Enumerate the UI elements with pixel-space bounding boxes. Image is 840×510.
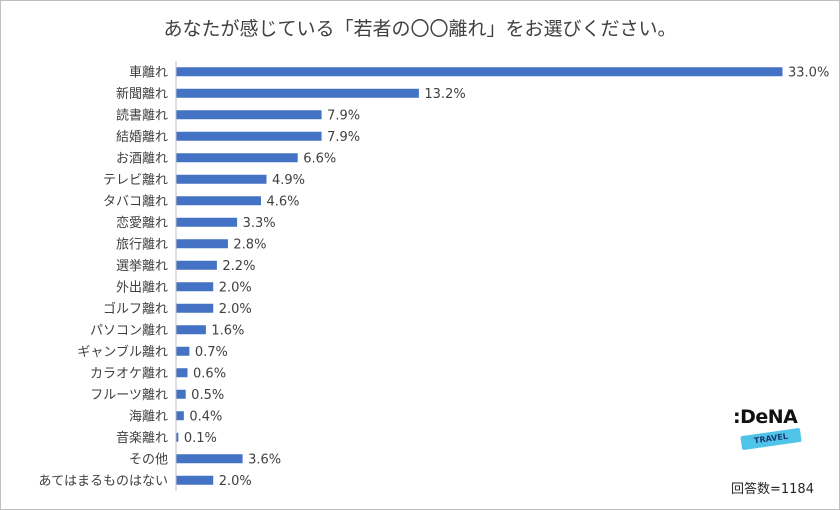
logo-band: TRAVEL [740, 427, 802, 451]
category-label: ギャンブル離れ [77, 344, 168, 360]
category-label: 新聞離れ [116, 86, 168, 102]
category-label: タバコ離れ [103, 194, 168, 209]
data-label: 0.1% [184, 431, 217, 446]
category-label: パソコン離れ [90, 323, 168, 338]
bar [176, 282, 214, 292]
data-label: 7.9% [327, 130, 360, 145]
data-label: 4.6% [266, 194, 299, 209]
data-label: 0.5% [191, 388, 224, 403]
category-label: その他 [129, 452, 168, 467]
bar [176, 454, 243, 464]
bar [176, 153, 298, 163]
bar [176, 196, 261, 206]
bar [176, 346, 190, 356]
category-label: 海離れ [129, 409, 168, 424]
data-label: 2.0% [219, 474, 252, 489]
dena-travel-logo: :DeNA TRAVEL [733, 406, 805, 454]
bar [176, 411, 184, 421]
bar [176, 325, 206, 335]
bar [176, 368, 188, 378]
bar [176, 217, 238, 227]
bar [176, 389, 186, 399]
bar [176, 67, 783, 77]
bar [176, 174, 267, 184]
category-label: あてはまるものはない [39, 474, 168, 489]
bar [176, 131, 322, 141]
data-label: 1.6% [211, 323, 244, 338]
category-label: フルーツ離れ [90, 388, 168, 403]
data-label: 13.2% [424, 87, 465, 102]
category-label: 読書離れ [116, 107, 168, 123]
category-label: 外出離れ [116, 280, 168, 295]
logo-brand-text: :DeNA [733, 406, 798, 428]
category-label: 選挙離れ [116, 259, 168, 274]
data-label: 2.8% [233, 237, 266, 252]
data-label: 4.9% [272, 173, 305, 188]
category-label: カラオケ離れ [90, 366, 168, 381]
data-label: 0.6% [193, 366, 226, 381]
category-label: ゴルフ離れ [103, 301, 168, 317]
data-label: 2.2% [222, 259, 255, 274]
bar [176, 260, 217, 270]
data-label: 0.7% [195, 345, 228, 360]
category-label: 車離れ [129, 65, 168, 80]
bar [176, 88, 419, 98]
bar [176, 303, 214, 313]
response-count-note: 回答数=1184 [731, 482, 814, 497]
data-label: 7.9% [327, 108, 360, 123]
bar [176, 432, 179, 442]
category-label: 音楽離れ [116, 430, 168, 446]
category-label: テレビ離れ [103, 173, 168, 188]
data-label: 33.0% [788, 65, 829, 80]
data-label: 3.6% [248, 452, 281, 467]
category-label: お酒離れ [116, 151, 168, 166]
bar [176, 110, 322, 120]
category-label: 結婚離れ [116, 130, 168, 145]
category-label: 旅行離れ [116, 237, 168, 252]
bar [176, 475, 214, 485]
data-label: 6.6% [303, 151, 336, 166]
data-label: 2.0% [219, 302, 252, 317]
category-label: 恋愛離れ [116, 215, 168, 231]
data-label: 3.3% [243, 216, 276, 231]
data-label: 0.4% [189, 409, 222, 424]
chart-title: あなたが感じている「若者の〇〇離れ」をお選びください。 [163, 18, 677, 40]
logo-sub-text: TRAVEL [753, 431, 789, 446]
data-label: 2.0% [219, 280, 252, 295]
bar [176, 239, 228, 249]
